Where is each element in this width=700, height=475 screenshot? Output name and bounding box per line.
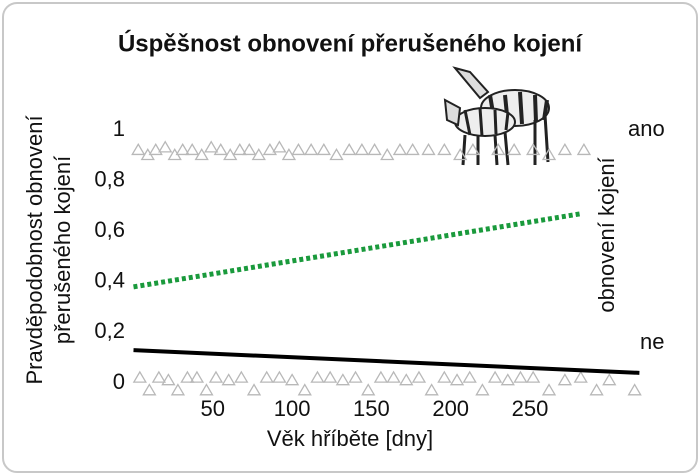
scatter-point [465,142,481,156]
scatter-point [232,142,247,156]
trend-line [133,211,583,290]
scatter-point [151,370,167,383]
scatter-point [513,370,528,383]
scatter-point [526,142,541,156]
scatter-point [284,373,300,386]
scatter-point [142,383,157,396]
scatter-point [158,140,173,153]
scatter-point [348,370,363,383]
x-axis-label: Věk hříběte [dny] [267,426,433,451]
scatter-point [437,142,452,156]
x-tick-label: 150 [353,396,390,421]
scatter-point [213,142,228,156]
scatter-point [405,142,420,156]
scatter-point [342,142,357,156]
y2-tick-label: ano [628,116,665,141]
scatter-point [242,142,257,156]
scatter-point [354,142,370,156]
x-tick-label: 50 [201,396,225,421]
scatter-point [208,370,224,383]
scatter-point [204,140,219,153]
scatter-point [234,370,249,383]
scatter-point [380,148,395,161]
scatter-point [449,373,465,386]
scatter-point [373,370,389,383]
scatter-point [262,142,278,156]
scatter-point [189,370,205,383]
scatter-point [323,370,338,383]
scatter-point [576,142,592,156]
scatter-point [175,142,190,156]
scatter-point [602,373,617,386]
scatter-point [437,370,452,383]
scatter-point [221,373,236,386]
scatter-point [272,140,287,153]
scatter-point [148,142,163,156]
scatter-point [526,370,541,383]
y-tick-label: 1 [113,116,125,141]
scatter-point [272,370,287,383]
scatter-point [506,142,522,156]
scatter-point [131,142,146,156]
scatter-point [557,373,573,386]
scatter-point [367,142,382,156]
scatter-point [475,383,490,396]
scatter-point [335,373,350,386]
x-tick-label: 250 [512,396,549,421]
scatter-point [161,373,176,386]
scatter-point [386,370,401,383]
chart-title: Úspěšnost obnovení přerušeného kojení [118,29,583,57]
scatter-point [589,383,604,396]
y-tick-label: 0,4 [94,268,125,293]
y2-tick-label: ne [640,329,664,354]
y-tick-label: 0,2 [94,318,125,343]
scatter-point [500,373,515,386]
scatter-point [573,370,588,383]
y-axis-label: přerušeného kojení [50,156,75,344]
scatter-point [627,383,642,396]
scatter-point [453,148,468,161]
scatter-point [361,383,376,396]
y-tick-label: 0 [113,369,125,394]
scatter-point [411,370,427,383]
scatter-point [199,383,214,396]
scatter-point [185,142,200,156]
scatter-point [541,148,557,161]
scatter-point [491,142,506,156]
scatter-point [251,148,266,161]
scatter-point [316,142,331,156]
scatter-point [541,383,557,396]
x-tick-label: 100 [274,396,311,421]
x-tick-label: 200 [432,396,469,421]
scatter-point [462,370,477,383]
scatter-point [132,370,147,383]
scatter-point [557,142,573,156]
scatter-point [291,142,306,156]
scatter-point [487,370,503,383]
scatter-point [297,383,312,396]
y2-axis-label: obnovení kojení [594,157,619,312]
scatter-point [194,148,209,161]
scatter-point [392,142,408,156]
scatter-point [310,370,325,383]
scatter-point [180,370,195,383]
y-axis-label: Pravděpodobnost obnovení [22,115,47,384]
scatter-point [259,370,274,383]
scatter-point [303,142,319,156]
scatter-point [246,383,262,396]
scatter-point [421,142,436,156]
trend-line [133,348,640,375]
scatter-point [170,383,186,396]
scatter-point [329,148,344,161]
zebra-illustration [443,66,550,166]
scatter-point [399,373,414,386]
y-tick-label: 0,8 [94,166,125,191]
scatter-point [424,383,439,396]
y-tick-label: 0,6 [94,217,125,242]
